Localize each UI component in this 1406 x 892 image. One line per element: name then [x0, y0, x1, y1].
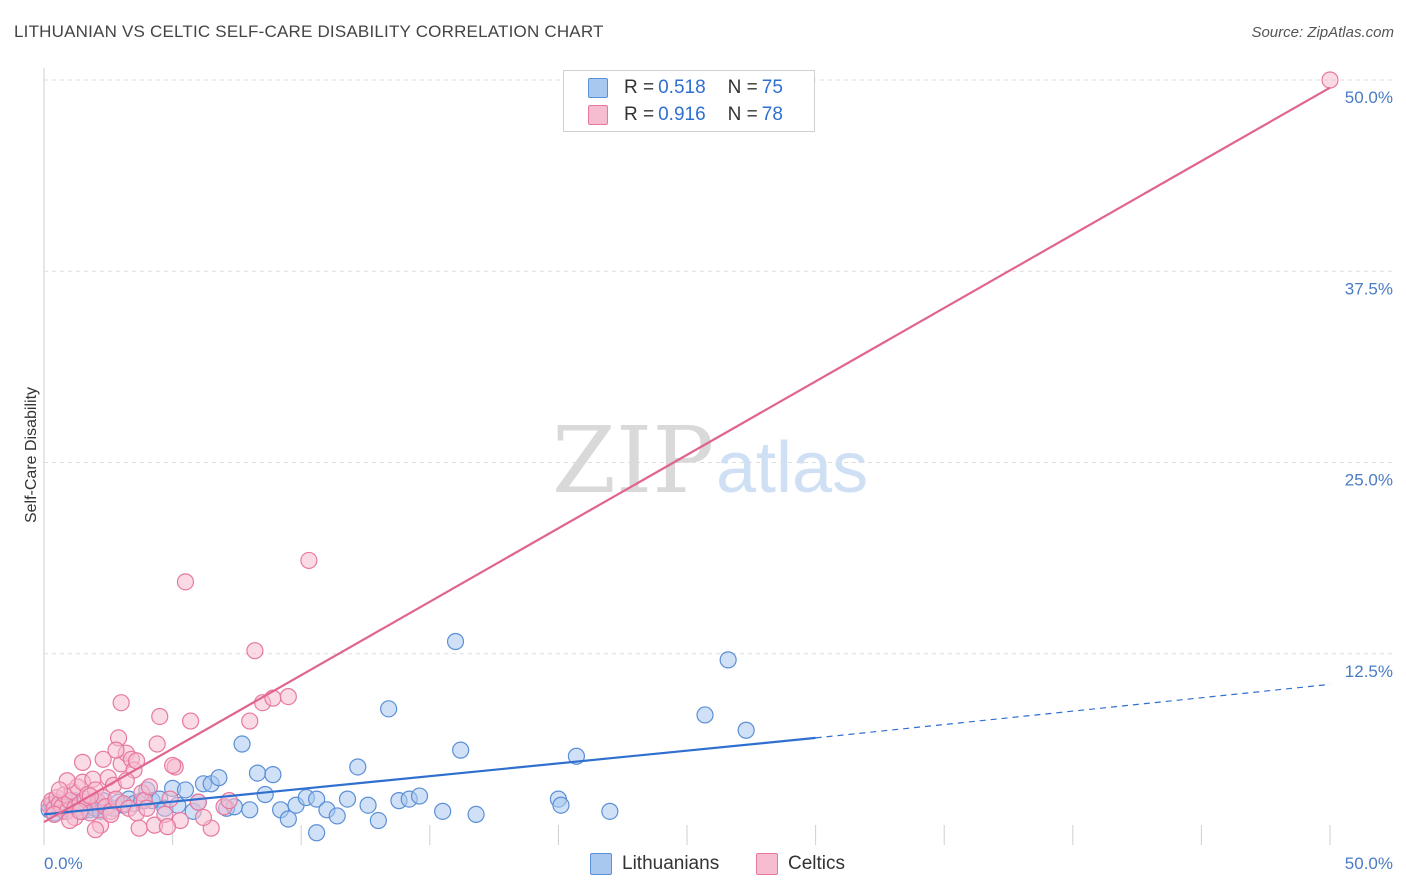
data-point: [158, 818, 177, 836]
data-point: [241, 801, 259, 819]
x-tick-label: 0.0%: [44, 854, 83, 873]
data-point: [328, 807, 346, 825]
legend-n-label: N =: [727, 104, 758, 125]
legend-n-value: 78: [761, 104, 783, 125]
data-point: [182, 712, 200, 730]
data-point: [50, 781, 69, 799]
y-tick-label: 37.5%: [1345, 279, 1393, 298]
data-point: [112, 694, 130, 712]
data-point: [73, 753, 92, 771]
data-point: [161, 790, 179, 808]
legend-n-value: 75: [761, 77, 783, 98]
data-point: [246, 642, 264, 660]
data-point: [601, 802, 619, 820]
data-point: [338, 790, 357, 808]
data-point: [300, 551, 318, 570]
data-point: [256, 785, 274, 804]
x-tick-labels: 0.0% 50.0%: [44, 854, 1393, 873]
data-point: [410, 787, 429, 805]
data-point: [737, 721, 755, 739]
data-point: [349, 758, 367, 776]
data-point: [248, 764, 267, 782]
y-axis-title: Self-Care Disability: [23, 387, 40, 523]
bottom-legend-lithuanians: Lithuanians: [590, 852, 719, 876]
watermark-zip: ZIP: [552, 407, 714, 514]
data-point: [194, 808, 213, 827]
legend-r-label: R =: [624, 104, 655, 125]
watermark-atlas: atlas: [716, 428, 868, 508]
bottom-legend-celtics: Celtics: [756, 852, 845, 876]
data-point: [210, 769, 228, 787]
legend-n-label: N =: [727, 77, 758, 98]
data-point: [696, 706, 714, 724]
data-point: [308, 790, 326, 808]
data-point: [176, 781, 195, 799]
data-point: [719, 651, 737, 669]
bottom-legend-label: Celtics: [788, 853, 846, 874]
data-point: [189, 793, 207, 811]
trend-line-lithuanians-extension: [815, 683, 1331, 739]
legend-row-lithuanians: R = 0.518 N = 75: [588, 75, 783, 101]
legend: R = 0.518 N = 75 R = 0.916 N = 78: [563, 70, 815, 132]
data-point: [369, 811, 387, 830]
source-label: Source: ZipAtlas.com: [1251, 24, 1394, 41]
legend-r-value: 0.916: [658, 104, 706, 125]
bottom-legend-swatch-pink: [756, 853, 778, 875]
grid: [43, 68, 1392, 845]
data-point: [140, 778, 159, 796]
data-point: [151, 707, 169, 726]
celtics-points: [40, 71, 1339, 839]
data-point: [279, 810, 297, 828]
data-point: [467, 805, 485, 824]
watermark: ZIP atlas: [552, 407, 868, 514]
y-tick-label: 12.5%: [1345, 662, 1393, 681]
bottom-legend-swatch-blue: [590, 853, 612, 875]
chart-title: LITHUANIAN VS CELTIC SELF-CARE DISABILIT…: [14, 22, 604, 41]
trend-lines: [43, 86, 1331, 824]
trend-line-celtics: [43, 86, 1331, 824]
x-tick-label: 50.0%: [1345, 854, 1393, 873]
data-point: [94, 750, 112, 768]
data-point: [380, 700, 398, 718]
data-point: [107, 741, 125, 759]
legend-r-value: 0.518: [658, 77, 706, 98]
legend-swatch-blue: [588, 78, 608, 98]
data-point: [233, 735, 251, 753]
data-point: [130, 819, 148, 837]
data-point: [552, 796, 570, 814]
y-tick-label: 50.0%: [1345, 88, 1393, 107]
legend-r-label: R =: [624, 77, 655, 98]
data-point: [264, 766, 282, 784]
data-point: [434, 802, 452, 820]
data-point: [1321, 71, 1339, 89]
data-point: [308, 824, 326, 842]
legend-row-celtics: R = 0.916 N = 78: [588, 102, 783, 128]
bottom-legend-label: Lithuanians: [622, 853, 720, 874]
trend-line-lithuanians: [43, 736, 816, 816]
data-point: [452, 741, 470, 759]
y-tick-label: 25.0%: [1345, 471, 1393, 490]
data-point: [279, 687, 297, 706]
data-point: [241, 712, 259, 730]
data-point: [86, 821, 105, 839]
data-point: [164, 756, 182, 775]
data-point: [176, 573, 195, 591]
y-tick-labels: 12.5% 25.0% 37.5% 50.0%: [1345, 88, 1393, 681]
data-point: [148, 735, 166, 753]
data-point: [359, 796, 377, 814]
data-point: [102, 805, 120, 824]
data-point: [446, 632, 465, 651]
legend-swatch-pink: [588, 105, 608, 125]
